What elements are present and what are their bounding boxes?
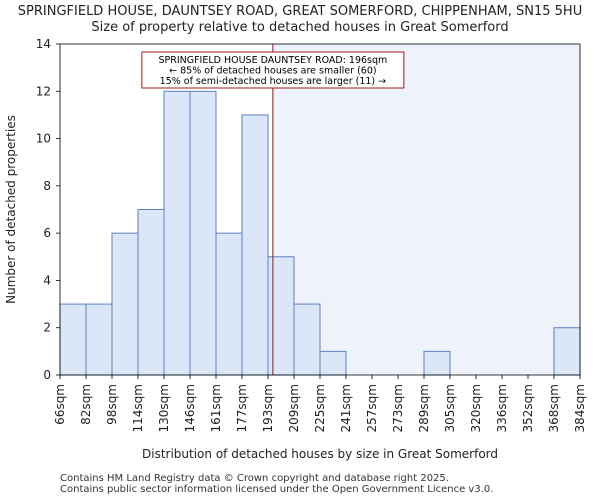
x-tick-label: 336sqm [495,384,509,432]
x-tick-label: 273sqm [391,384,405,432]
x-tick-label: 114sqm [131,384,145,432]
histogram-bar [189,90,217,376]
histogram-bar [59,303,87,376]
y-tick-label: 12 [36,84,51,98]
histogram-bar [423,350,451,376]
annotation-rect [141,51,405,89]
histogram-bar [293,303,321,376]
x-tick-label: 98sqm [105,384,119,425]
y-tick-label: 0 [43,368,51,382]
x-tick-label: 352sqm [521,384,535,432]
x-tick-label: 225sqm [313,384,327,432]
x-tick-label: 209sqm [287,384,301,432]
histogram-bar [319,350,347,376]
histogram-bar [163,90,191,376]
y-tick-label: 6 [43,226,51,240]
x-tick-label: 146sqm [183,384,197,432]
highlight-region [272,44,580,375]
histogram-bar [241,114,269,376]
histogram-bar [111,232,139,376]
x-tick-label: 384sqm [573,384,587,432]
footer-copyright: Contains HM Land Registry data © Crown c… [60,473,449,484]
x-tick-label: 368sqm [547,384,561,432]
x-tick-label: 305sqm [443,384,457,432]
x-tick-label: 320sqm [469,384,483,432]
y-tick-label: 2 [43,321,51,335]
y-tick-label: 14 [36,37,51,51]
y-axis-label: Number of detached properties [4,115,18,304]
annotation-line1: SPRINGFIELD HOUSE DAUNTSEY ROAD: 196sqm [158,55,387,66]
plot-frame [59,43,581,376]
chart-title-line1: SPRINGFIELD HOUSE, DAUNTSEY ROAD, GREAT … [17,4,583,19]
x-tick-label: 82sqm [79,384,93,425]
x-tick-label: 241sqm [339,384,353,432]
y-tick-label: 8 [43,179,51,193]
annotation-line3: 15% of semi-detached houses are larger (… [160,76,387,87]
x-tick-label: 193sqm [261,384,275,432]
y-tick-label: 10 [36,132,51,146]
histogram-bar [267,256,295,376]
histogram-bar [215,232,243,376]
chart-title-line2: Size of property relative to detached ho… [91,20,509,35]
x-tick-label: 66sqm [53,384,67,425]
histogram-bar [553,327,581,376]
x-tick-label: 289sqm [417,384,431,432]
x-axis-label: Distribution of detached houses by size … [142,447,498,461]
x-tick-label: 161sqm [209,384,223,432]
x-tick-label: 257sqm [365,384,379,432]
x-tick-label: 130sqm [157,384,171,432]
histogram-bar [137,209,165,376]
annotation-box: SPRINGFIELD HOUSE DAUNTSEY ROAD: 196sqm … [141,51,405,89]
histogram-bar [85,303,113,376]
footer-licence: Contains public sector information licen… [60,484,494,495]
x-tick-label: 177sqm [235,384,249,432]
y-tick-label: 4 [43,273,51,287]
annotation-line2: ← 85% of detached houses are smaller (60… [169,66,376,77]
